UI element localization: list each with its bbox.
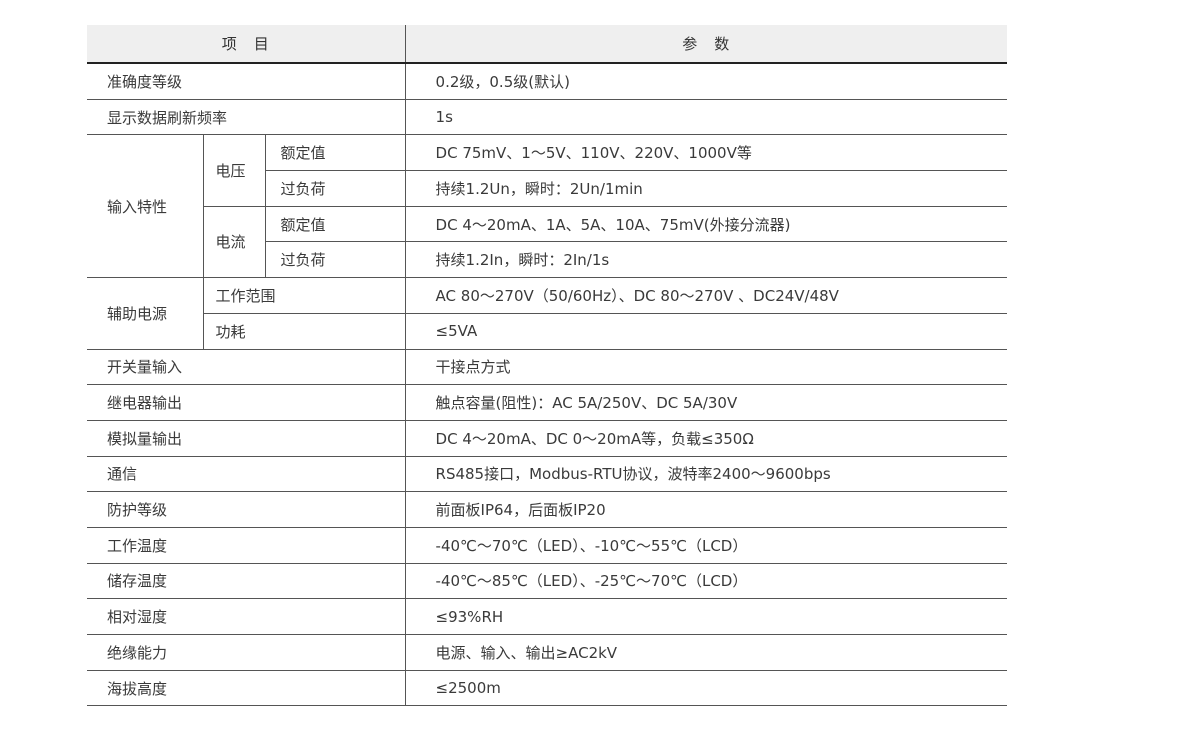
row-label: 工作温度 — [87, 527, 406, 564]
row-label: 辅助电源 — [87, 277, 203, 350]
table-row: 模拟量输出 DC 4～20mA、DC 0～20mA等，负载≤350Ω — [87, 420, 1008, 457]
table-row: 通信 RS485接口，Modbus-RTU协议，波特率2400～9600bps — [87, 456, 1008, 493]
row-label: 通信 — [87, 456, 406, 493]
table-row: 过负荷 持续1.2In，瞬时：2In/1s — [87, 241, 1008, 279]
table-row: 辅助电源 工作范围 AC 80～270V（50/60Hz）、DC 80～270V… — [87, 277, 1008, 350]
table-row: 输入特性 电压 额定值 DC 75mV、1～5V、110V、220V、1000V… — [87, 134, 1008, 279]
sub-label: 工作范围 — [202, 277, 406, 314]
sub-label: 电流 — [202, 206, 265, 279]
row-value: RS485接口，Modbus-RTU协议，波特率2400～9600bps — [404, 456, 1008, 493]
row-value: ≤2500m — [404, 670, 1008, 707]
row-label: 储存温度 — [87, 563, 406, 600]
row-value: DC 4～20mA、DC 0～20mA等，负载≤350Ω — [404, 420, 1008, 457]
header-param: 参 数 — [405, 25, 1008, 64]
sub-sub-label: 额定值 — [264, 134, 406, 172]
row-label: 输入特性 — [87, 134, 203, 279]
row-label: 防护等级 — [87, 491, 406, 528]
row-label: 显示数据刷新频率 — [87, 99, 406, 136]
row-label: 相对湿度 — [87, 598, 406, 635]
row-value: 前面板IP64，后面板IP20 — [404, 491, 1008, 528]
row-value: ≤93%RH — [404, 598, 1008, 635]
row-value: ≤5VA — [404, 313, 1008, 350]
row-value: -40℃～85℃（LED）、-25℃～70℃（LCD） — [404, 563, 1008, 600]
table-row: 储存温度 -40℃～85℃（LED）、-25℃～70℃（LCD） — [87, 563, 1008, 600]
row-value: DC 4～20mA、1A、5A、10A、75mV(外接分流器) — [404, 206, 1008, 243]
header-item: 项 目 — [87, 25, 406, 64]
table-row: 绝缘能力 电源、输入、输出≥AC2kV — [87, 634, 1008, 671]
row-label: 绝缘能力 — [87, 634, 406, 671]
row-label: 准确度等级 — [87, 63, 406, 100]
row-value: 持续1.2Un，瞬时：2Un/1min — [404, 170, 1008, 207]
table-row: 准确度等级 0.2级，0.5级(默认) — [87, 63, 1008, 100]
row-label: 继电器输出 — [87, 384, 406, 421]
table-row: 电流 额定值 DC 4～20mA、1A、5A、10A、75mV(外接分流器) — [87, 206, 1008, 279]
row-label: 模拟量输出 — [87, 420, 406, 457]
table-row: 过负荷 持续1.2Un，瞬时：2Un/1min — [87, 170, 1008, 207]
sub-sub-label: 过负荷 — [264, 241, 406, 279]
row-value: DC 75mV、1～5V、110V、220V、1000V等 — [404, 134, 1008, 172]
table-row: 防护等级 前面板IP64，后面板IP20 — [87, 491, 1008, 528]
row-value: 1s — [404, 99, 1008, 136]
table-row: 开关量输入 干接点方式 — [87, 349, 1008, 386]
table-row: 相对湿度 ≤93%RH — [87, 598, 1008, 635]
table-row: 工作温度 -40℃～70℃（LED）、-10℃～55℃（LCD） — [87, 527, 1008, 564]
sub-label: 电压 — [202, 134, 265, 207]
row-value: 持续1.2In，瞬时：2In/1s — [404, 241, 1008, 279]
table-row: 海拔高度 ≤2500m — [87, 670, 1008, 707]
sub-label: 功耗 — [202, 313, 406, 350]
spec-table: 项 目 参 数 准确度等级 0.2级，0.5级(默认) 显示数据刷新频率 1s … — [87, 25, 1008, 707]
sub-sub-label: 过负荷 — [264, 170, 406, 207]
row-value: 触点容量(阻性)：AC 5A/250V、DC 5A/30V — [404, 384, 1008, 421]
row-label: 海拔高度 — [87, 670, 406, 707]
table-row: 显示数据刷新频率 1s — [87, 99, 1008, 136]
row-value: AC 80～270V（50/60Hz）、DC 80～270V 、DC24V/48… — [404, 277, 1008, 314]
row-value: -40℃～70℃（LED）、-10℃～55℃（LCD） — [404, 527, 1008, 564]
table-row: 功耗 ≤5VA — [87, 313, 1008, 350]
row-value: 干接点方式 — [404, 349, 1008, 386]
header-row: 项 目 参 数 — [87, 25, 1008, 64]
table-row: 继电器输出 触点容量(阻性)：AC 5A/250V、DC 5A/30V — [87, 384, 1008, 421]
row-value: 电源、输入、输出≥AC2kV — [404, 634, 1008, 671]
row-label: 开关量输入 — [87, 349, 406, 386]
row-value: 0.2级，0.5级(默认) — [404, 63, 1008, 100]
sub-sub-label: 额定值 — [264, 206, 406, 243]
